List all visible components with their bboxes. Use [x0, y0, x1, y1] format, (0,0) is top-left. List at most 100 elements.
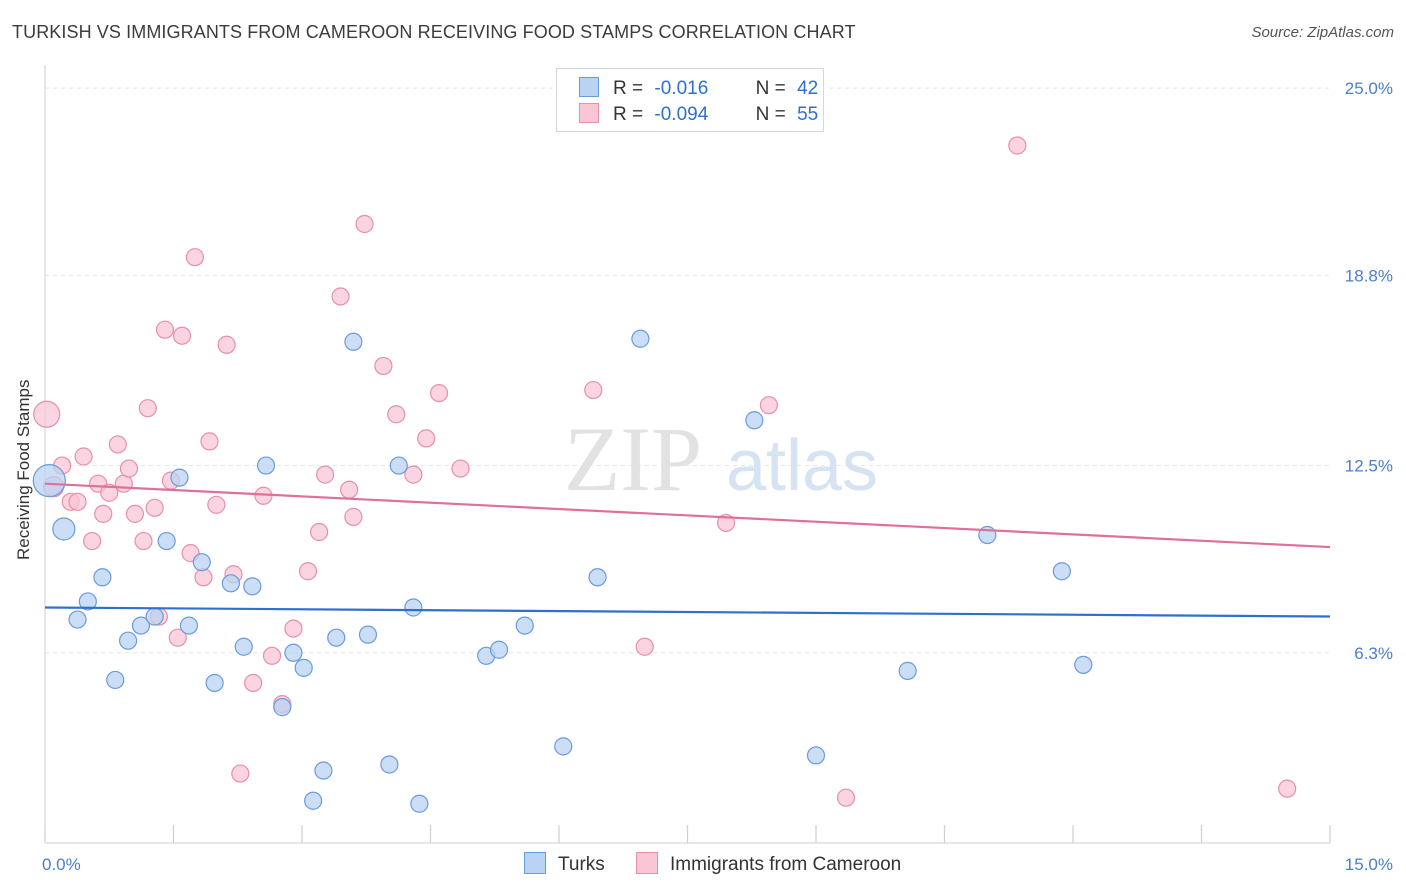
r-label: R =: [613, 78, 644, 99]
legend-row-turks: R = -0.016 N = 42: [579, 77, 818, 101]
turks-point: [205, 673, 224, 693]
cameroon-point: [244, 673, 263, 693]
r-label: R =: [613, 104, 644, 125]
cameroon-point: [185, 248, 205, 267]
cameroon-point: [231, 764, 250, 783]
turks-point: [344, 332, 363, 351]
turks-point: [294, 658, 313, 677]
turks-point: [389, 456, 408, 475]
x-tick-label: 15.0%: [1345, 855, 1393, 874]
turks-point: [234, 637, 253, 656]
turks-point: [32, 464, 66, 498]
cameroon-point: [200, 432, 219, 451]
legend-item-cameroon: Immigrants from Cameroon: [636, 852, 901, 876]
x-tick-label: 0.0%: [42, 855, 81, 874]
cameroon-point: [262, 646, 282, 665]
cameroon-point: [759, 396, 778, 415]
turks-point: [588, 568, 607, 587]
turks-point: [1052, 562, 1071, 581]
cameroon-point: [387, 405, 406, 424]
cameroon-point: [340, 480, 359, 499]
series-turks-points: [32, 329, 1093, 813]
trend-line-cameroon: [44, 482, 1331, 549]
cameroon-point: [429, 383, 449, 403]
cameroon-point: [168, 628, 187, 647]
cameroon-point: [310, 522, 329, 542]
turks-point: [745, 411, 764, 430]
turks-point: [898, 661, 917, 680]
cameroon-point: [355, 214, 374, 234]
cameroon-point: [33, 400, 61, 428]
turks-point: [806, 746, 826, 765]
turks-point: [170, 468, 189, 487]
turks-swatch: [579, 77, 599, 97]
cameroon-point: [1008, 136, 1027, 155]
turks-point: [327, 628, 346, 647]
y-tick-label: 18.8%: [1345, 266, 1393, 285]
turks-point: [78, 592, 97, 611]
turks-point: [314, 761, 333, 780]
turks-point: [256, 456, 276, 475]
r-value: -0.094: [654, 104, 709, 125]
n-label: N =: [755, 104, 786, 125]
trend-line-turks: [44, 606, 1331, 618]
turks-point: [192, 553, 211, 572]
turks-point: [304, 791, 323, 810]
turks-point: [93, 568, 112, 587]
cameroon-point: [94, 504, 113, 523]
n-value: 55: [797, 104, 819, 125]
tick-labels: 6.3% 12.5% 18.8% 25.0% 0.0% 15.0%: [42, 79, 1393, 874]
trend-lines: [44, 482, 1331, 618]
turks-point: [404, 598, 423, 617]
cameroon-point: [114, 474, 133, 493]
cameroon-point: [217, 335, 236, 354]
turks-point: [284, 643, 303, 662]
cameroon-point: [134, 531, 153, 551]
watermark-zip: ZIP: [564, 408, 702, 510]
cameroon-swatch: [636, 852, 658, 874]
cameroon-point: [451, 459, 470, 478]
cameroon-point: [119, 459, 139, 478]
cameroon-point: [74, 447, 93, 466]
cameroon-point: [316, 465, 335, 484]
cameroon-point: [417, 429, 436, 448]
y-tick-label: 25.0%: [1345, 79, 1393, 98]
axes: [44, 65, 1331, 844]
legend-label-turks: Turks: [558, 854, 605, 875]
turks-point: [52, 517, 76, 541]
y-tick-label: 12.5%: [1345, 457, 1393, 476]
turks-point: [380, 755, 399, 774]
cameroon-point: [374, 356, 393, 376]
cameroon-point: [83, 531, 102, 551]
turks-point: [1074, 655, 1093, 674]
n-value: 42: [797, 78, 819, 99]
cameroon-point: [404, 465, 423, 484]
turks-point: [106, 670, 125, 690]
n-label: N =: [755, 78, 786, 99]
correlation-legend: R = -0.016 N = 42 R = -0.094 N = 55: [556, 68, 824, 132]
turks-point: [179, 616, 199, 635]
cameroon-point: [155, 320, 175, 339]
cameroon-point: [584, 380, 603, 400]
turks-point: [131, 616, 151, 635]
turks-point: [118, 631, 138, 650]
turks-point: [554, 737, 573, 756]
cameroon-point: [145, 498, 164, 517]
cameroon-point: [125, 504, 145, 523]
cameroon-point: [194, 568, 213, 587]
turks-point: [221, 574, 240, 593]
turks-swatch: [524, 852, 546, 874]
cameroon-point: [635, 637, 654, 656]
cameroon-point: [100, 483, 119, 502]
turks-point: [358, 625, 378, 644]
turks-point: [157, 531, 176, 551]
cameroon-point: [284, 619, 303, 638]
turks-point: [243, 577, 262, 596]
turks-point: [273, 698, 292, 717]
y-tick-label: 6.3%: [1354, 644, 1393, 663]
legend-label-cameroon: Immigrants from Cameroon: [670, 854, 902, 875]
cameroon-point: [207, 495, 226, 514]
cameroon-point: [68, 492, 87, 511]
turks-point: [489, 640, 509, 659]
legend-item-turks: Turks: [524, 852, 605, 876]
